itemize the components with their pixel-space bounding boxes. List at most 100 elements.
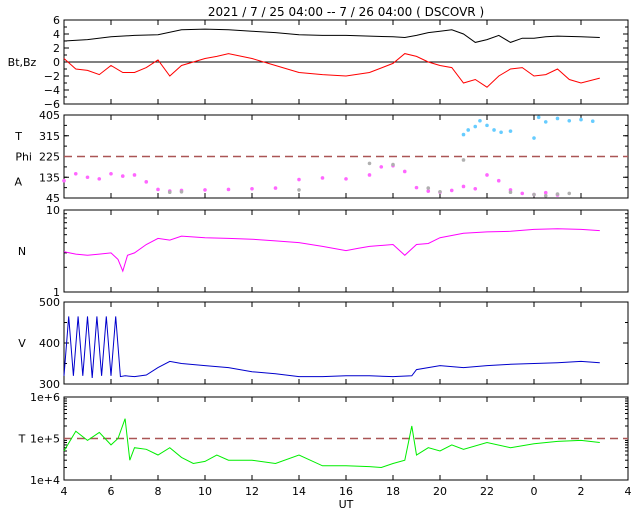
point-theta [97,177,102,181]
x-tick-label: 16 [339,485,353,498]
x-tick-label: 18 [386,485,400,498]
series-line-bz [63,53,600,88]
point-theta_alt [532,192,536,197]
series-line-velocity [63,316,600,378]
y-tick-label: 1e+6 [30,391,60,404]
y-tick-label: −4 [44,84,60,97]
y-tick-label: 405 [39,109,60,122]
chart-title: 2021 / 7 / 25 04:00 -- 7 / 26 04:00 ( DS… [208,5,484,19]
point-theta [132,173,137,177]
point-phi [461,132,466,137]
y-tick-label: 1 [53,286,60,299]
panel-5: 1e+6 1e+5 1e+4 T [18,391,629,487]
point-theta [109,171,113,176]
y-tick-label: 4 [53,28,60,41]
point-theta_alt [438,189,442,194]
point-theta_alt [555,192,560,196]
x-axis-label: UT [339,498,354,511]
point-theta_alt [426,186,431,190]
point-theta_alt [508,190,513,195]
x-tick-label: 12 [245,485,259,498]
y-tick-label: −2 [44,70,60,83]
point-theta [203,188,207,192]
panel-frame [63,301,629,385]
x-tick-label: 2 [578,485,585,498]
point-theta [73,171,78,176]
y-tick-label: 2 [53,42,60,55]
point-phi [536,115,541,120]
point-theta [520,191,525,196]
x-tick-label: 4 [61,485,68,498]
point-theta [120,174,125,178]
y-tick-label: 400 [39,337,60,350]
point-phi [567,118,572,123]
point-theta [402,169,407,174]
y-axis-label-mid: Phi [15,151,32,164]
point-theta [156,187,160,192]
x-axis-tick-labels: 4 6 8 10 12 14 16 18 20 22 0 2 4 [61,485,632,498]
y-tick-label: 225 [39,151,60,164]
point-phi [555,116,560,121]
point-theta [426,189,431,193]
point-phi [478,118,482,123]
point-theta_alt [567,191,572,196]
y-tick-label: 315 [39,130,60,143]
point-theta [297,177,301,182]
point-theta [414,185,419,190]
point-theta_alt [297,188,301,192]
y-tick-label: 10 [46,204,60,217]
point-theta [62,178,66,183]
y-tick-label: 6 [53,14,60,27]
y-tick-label: 45 [46,192,60,205]
point-theta [85,175,90,180]
point-theta [449,188,454,193]
x-tick-label: 0 [531,485,538,498]
point-theta_alt [179,189,184,194]
point-theta [226,187,231,192]
y-tick-label: 1e+5 [30,433,60,446]
x-tick-label: 8 [155,485,162,498]
panel-4: 500 400 300 V [18,296,629,391]
x-tick-label: 10 [198,485,212,498]
x-tick-label: 20 [433,485,447,498]
point-theta [250,186,254,191]
point-phi [532,136,536,140]
point-theta [543,190,548,195]
point-theta [379,165,384,169]
x-tick-label: 22 [480,485,494,498]
point-theta_alt [543,193,548,198]
point-theta [496,178,501,183]
point-phi [590,119,595,124]
point-theta [144,180,149,184]
y-axis-label: Bt,Bz [8,56,37,69]
y-axis-label-bottom: A [14,175,22,188]
y-axis-label: V [18,337,26,350]
panel-2: 405 315 225 135 45 T Phi A [14,109,629,205]
point-theta [344,177,348,181]
y-tick-label: 300 [39,378,60,391]
panel-3: 10 1 N [18,204,629,299]
series-line-density [63,228,600,273]
point-theta_alt [367,161,372,166]
x-tick-label: 14 [292,485,306,498]
x-tick-label: 6 [108,485,115,498]
point-theta [320,176,325,180]
point-theta [367,173,372,177]
point-theta [461,184,466,189]
point-phi [473,124,478,129]
y-tick-label: 135 [39,171,60,184]
point-phi [492,128,496,132]
point-theta_alt [391,162,395,167]
point-theta [473,186,478,191]
y-tick-label: −6 [44,98,60,111]
y-axis-label: N [18,245,26,258]
point-phi [499,130,503,135]
point-theta [485,173,489,177]
point-theta [273,186,278,190]
y-axis-label: T [18,433,26,446]
point-phi [543,120,548,124]
point-phi [485,123,489,128]
point-phi [579,117,583,122]
